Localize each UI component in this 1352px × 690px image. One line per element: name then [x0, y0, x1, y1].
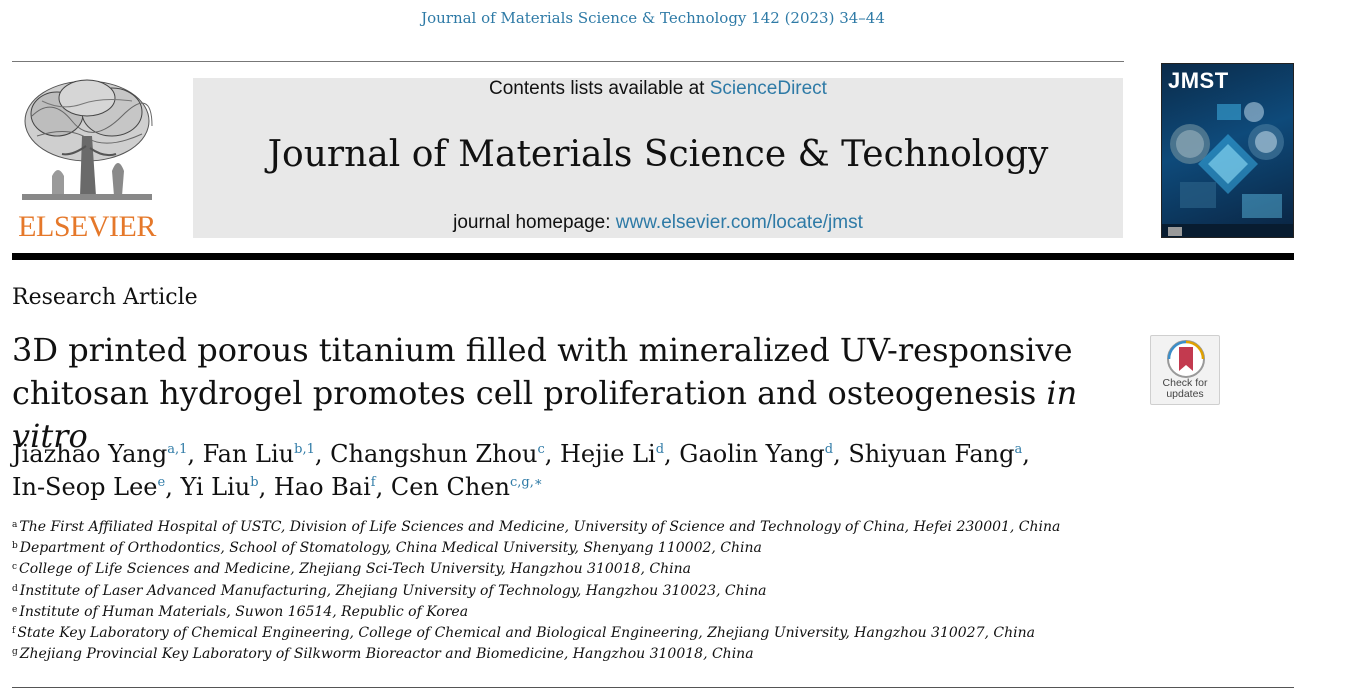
affiliation-item: b Department of Orthodontics, School of S…: [12, 540, 762, 557]
author[interactable]: Hejie Lid: [559, 440, 665, 468]
affiliation-item: a The First Affiliated Hospital of USTC, …: [12, 519, 1061, 535]
affiliation-item: g Zhejiang Provincial Key Laboratory of S…: [12, 646, 754, 663]
author[interactable]: Jiazhao Yanga,1: [12, 440, 188, 468]
sciencedirect-link[interactable]: ScienceDirect: [709, 78, 827, 99]
masthead-bottom-rule: [12, 253, 1294, 260]
author[interactable]: Fan Liub,1: [202, 440, 315, 468]
journal-name: Journal of Materials Science & Technolog…: [267, 134, 1049, 175]
author-affiliation-mark[interactable]: a,1: [167, 442, 188, 457]
affiliation-list: a The First Affiliated Hospital of USTC, …: [12, 517, 1312, 665]
affiliation-item: d Institute of Laser Advanced Manufacturi…: [12, 582, 767, 599]
author-affiliation-mark[interactable]: c: [537, 442, 545, 457]
header-divider: [12, 61, 1124, 62]
author-affiliation-mark[interactable]: d: [655, 442, 665, 457]
footer-divider: [12, 687, 1294, 688]
elsevier-logo[interactable]: ELSEVIER: [12, 76, 162, 243]
author-affiliation-mark[interactable]: c,g,∗: [510, 475, 543, 490]
journal-citation[interactable]: Journal of Materials Science & Technolog…: [421, 9, 885, 27]
check-for-updates-label: Check for updates: [1162, 377, 1208, 400]
author-affiliation-mark[interactable]: d: [824, 442, 834, 457]
journal-homepage-link[interactable]: www.elsevier.com/locate/jmst: [615, 212, 863, 233]
affiliation-item: f State Key Laboratory of Chemical Engine…: [12, 625, 1035, 642]
title-line-2: chitosan hydrogel promotes cell prolifer…: [12, 374, 1037, 412]
cover-title: JMST: [1168, 68, 1229, 93]
journal-homepage-line: journal homepage: www.elsevier.com/locat…: [193, 212, 1123, 234]
author[interactable]: Cen Chenc,g,∗: [390, 473, 543, 501]
author[interactable]: Hao Baif: [273, 473, 376, 501]
contents-prefix: Contents lists available at: [489, 78, 705, 99]
journal-cover[interactable]: JMST: [1161, 63, 1294, 238]
author-affiliation-mark[interactable]: b: [250, 475, 259, 490]
author[interactable]: Shiyuan Fanga: [848, 440, 1023, 468]
author-affiliation-mark[interactable]: b,1: [294, 442, 315, 457]
author-affiliation-mark[interactable]: a: [1014, 442, 1023, 457]
bookmark-icon: [1167, 340, 1205, 378]
homepage-prefix: journal homepage:: [453, 212, 611, 233]
author[interactable]: Changshun Zhouc: [330, 440, 545, 468]
author-list: Jiazhao Yanga,1, Fan Liub,1, Changshun Z…: [12, 440, 1030, 501]
elsevier-tree-icon: [22, 79, 153, 200]
check-for-updates-button[interactable]: Check for updates: [1150, 335, 1220, 405]
affiliation-item: e Institute of Human Materials, Suwon 165…: [12, 603, 469, 620]
article-type: Research Article: [12, 285, 198, 310]
journal-cover-icon: [1162, 102, 1293, 237]
author[interactable]: Gaolin Yangd: [679, 440, 834, 468]
journal-masthead: Contents lists available at ScienceDirec…: [193, 78, 1123, 238]
title-italic: in vitro: [12, 374, 1078, 455]
author-affiliation-mark[interactable]: f: [370, 475, 376, 490]
author-affiliation-mark[interactable]: e: [157, 475, 166, 490]
author[interactable]: Yi Liub: [180, 473, 259, 501]
affiliation-item: c College of Life Sciences and Medicine, …: [12, 561, 691, 578]
article-title: 3D printed porous titanium filled with m…: [12, 329, 1132, 458]
title-line-1: 3D printed porous titanium filled with m…: [12, 331, 1073, 369]
contents-available-line: Contents lists available at ScienceDirec…: [193, 78, 1123, 100]
elsevier-wordmark: ELSEVIER: [18, 210, 156, 243]
author[interactable]: In-Seop Leee: [12, 473, 166, 501]
